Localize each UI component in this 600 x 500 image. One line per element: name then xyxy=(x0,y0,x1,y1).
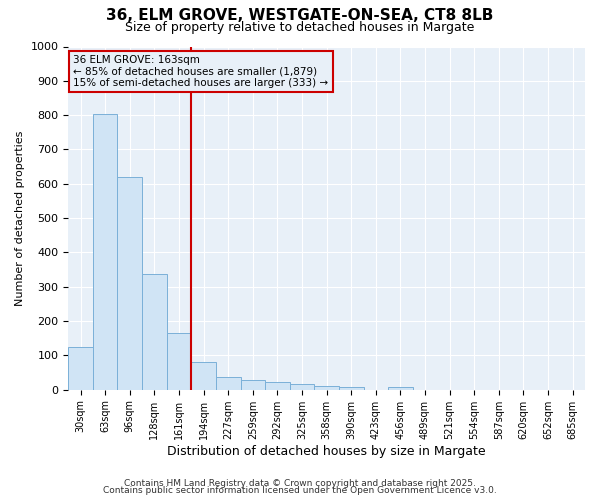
Bar xyxy=(290,384,314,390)
Bar xyxy=(142,274,167,390)
Y-axis label: Number of detached properties: Number of detached properties xyxy=(15,130,25,306)
X-axis label: Distribution of detached houses by size in Margate: Distribution of detached houses by size … xyxy=(167,444,486,458)
Bar xyxy=(93,114,118,390)
Bar xyxy=(339,387,364,390)
Bar xyxy=(167,333,191,390)
Bar xyxy=(314,386,339,390)
Bar xyxy=(118,177,142,390)
Text: Size of property relative to detached houses in Margate: Size of property relative to detached ho… xyxy=(125,21,475,34)
Text: 36 ELM GROVE: 163sqm
← 85% of detached houses are smaller (1,879)
15% of semi-de: 36 ELM GROVE: 163sqm ← 85% of detached h… xyxy=(73,55,329,88)
Text: Contains public sector information licensed under the Open Government Licence v3: Contains public sector information licen… xyxy=(103,486,497,495)
Bar xyxy=(241,380,265,390)
Bar xyxy=(191,362,216,390)
Bar xyxy=(388,387,413,390)
Text: Contains HM Land Registry data © Crown copyright and database right 2025.: Contains HM Land Registry data © Crown c… xyxy=(124,478,476,488)
Bar xyxy=(265,382,290,390)
Text: 36, ELM GROVE, WESTGATE-ON-SEA, CT8 8LB: 36, ELM GROVE, WESTGATE-ON-SEA, CT8 8LB xyxy=(106,8,494,22)
Bar xyxy=(216,376,241,390)
Bar xyxy=(68,347,93,390)
